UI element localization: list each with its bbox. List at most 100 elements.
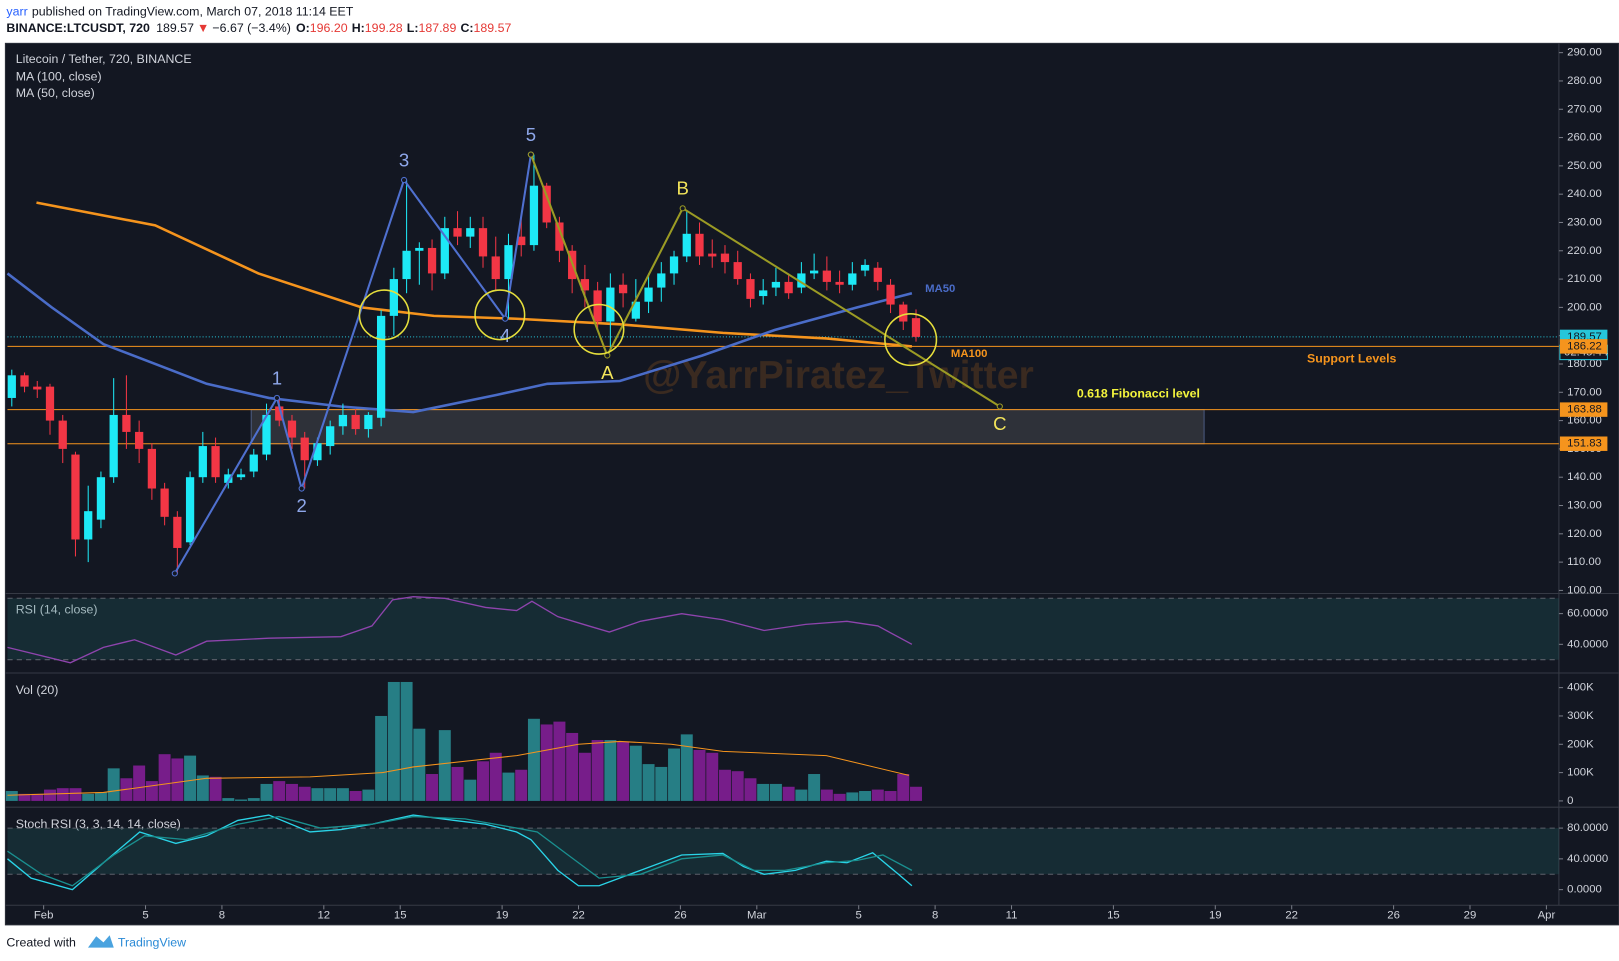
volume-bar — [655, 766, 668, 801]
candle-body — [657, 273, 666, 288]
volume-bar — [795, 789, 808, 801]
y-tick-label: 170.00 — [1567, 386, 1602, 398]
candle-body — [236, 474, 246, 478]
level-badge — [1559, 339, 1608, 354]
candle-body — [860, 264, 870, 271]
candle-body — [211, 446, 220, 478]
x-tick-label: 26 — [674, 910, 687, 922]
volume-bar — [910, 786, 922, 801]
fib-label: 0.618 Fibonacci level — [1077, 387, 1200, 401]
candle-body — [313, 443, 322, 461]
candle-body — [7, 375, 16, 398]
pane-title: RSI (14, close) — [16, 602, 98, 616]
volume-bar — [744, 778, 757, 801]
volume-bar — [209, 776, 222, 801]
wave-label: A — [601, 362, 614, 383]
ohlc-value: 199.28 — [365, 21, 403, 35]
candle-body — [96, 477, 106, 520]
candle-body — [669, 256, 679, 274]
ma100-label: MA100 — [951, 348, 988, 360]
wave-point — [298, 485, 305, 492]
candle-body — [835, 281, 844, 285]
volume-bar — [387, 681, 400, 801]
level-label: 151.83 — [1567, 438, 1602, 450]
level-label: 163.88 — [1567, 404, 1602, 416]
y-tick-label: 0.0000 — [1567, 884, 1602, 896]
candle-body — [160, 488, 169, 517]
candle-body — [58, 420, 67, 449]
candle-body — [529, 185, 539, 246]
footer-brand[interactable]: TradingView — [118, 936, 186, 950]
ohlc-label: O: — [296, 21, 310, 35]
x-tick-label: 12 — [317, 910, 330, 922]
volume-bar — [56, 788, 69, 801]
volume-bar — [426, 774, 439, 801]
wave-point — [527, 151, 534, 158]
candle-body — [287, 420, 297, 438]
candle-body — [555, 222, 564, 251]
candle-body — [198, 446, 207, 478]
indicator-line — [7, 596, 913, 664]
symbol-line: BINANCE:LTCUSDT, 720 189.57 ▼ −6.67 (−3.4%)… — [6, 21, 511, 35]
y-tick-label: 300K — [1567, 710, 1594, 722]
candle-body — [733, 262, 742, 280]
indicator-line — [7, 815, 913, 887]
author-link[interactable]: yarr — [6, 5, 27, 19]
level-label: 186.22 — [1567, 340, 1602, 352]
volume-bar — [107, 768, 120, 801]
legend-entry: MA (50, close) — [16, 86, 95, 100]
volume-bar — [642, 764, 655, 801]
symbol: BINANCE:LTCUSDT, 720 — [6, 21, 150, 35]
volume-bar — [285, 783, 298, 801]
wave-label: 5 — [526, 124, 536, 145]
pane-title: Vol (20) — [16, 683, 59, 697]
volume-bar — [718, 769, 731, 801]
y-tick-label: 0 — [1567, 795, 1573, 807]
highlight-circle — [884, 313, 938, 367]
candle-body — [376, 315, 386, 418]
volume-bar — [69, 788, 82, 801]
volume-bar — [553, 721, 566, 801]
candle-body — [466, 228, 475, 237]
x-tick-label: Feb — [34, 910, 54, 922]
volume-bar — [438, 730, 451, 801]
candle-body — [20, 375, 29, 387]
wave-point — [171, 570, 178, 577]
x-tick-label: 8 — [219, 910, 225, 922]
y-tick-label: 200K — [1567, 738, 1594, 750]
y-tick-label: 240.00 — [1567, 188, 1602, 200]
candle-body — [809, 270, 819, 274]
x-tick-label: 29 — [1464, 910, 1477, 922]
published-text: published on TradingView.com, March 07, … — [32, 5, 354, 19]
ohlc-value: 196.20 — [310, 21, 348, 35]
y-tick-label: 210.00 — [1567, 273, 1602, 285]
candle-body — [797, 273, 806, 288]
annotation-layer: MA50 MA100 Support Levels 0.618 Fibonacc… — [358, 283, 1397, 401]
volume-bar — [247, 798, 260, 801]
logo — [87, 935, 114, 948]
candle-body — [848, 273, 857, 285]
volume-bar — [668, 748, 681, 801]
candle-body — [542, 185, 551, 223]
volume-bar — [464, 779, 477, 801]
candle-body — [351, 414, 360, 430]
candle-body — [606, 287, 615, 322]
volume-bar — [18, 793, 31, 801]
candle-body — [249, 454, 258, 472]
y-tick-label: 250.00 — [1567, 160, 1602, 172]
volume-bar — [680, 734, 693, 801]
volume-bar — [5, 791, 18, 801]
candle-body — [33, 386, 42, 390]
x-tick-label: 22 — [1285, 910, 1298, 922]
volume-bar — [833, 793, 846, 801]
candle-body — [84, 511, 93, 540]
volume-bar — [769, 783, 782, 801]
wave-label: 4 — [500, 325, 510, 346]
footer-text: Created with — [6, 936, 76, 950]
volume-bar — [375, 715, 388, 801]
candle-body — [45, 386, 55, 421]
volume-bar — [871, 789, 884, 801]
candle-body — [886, 284, 895, 305]
